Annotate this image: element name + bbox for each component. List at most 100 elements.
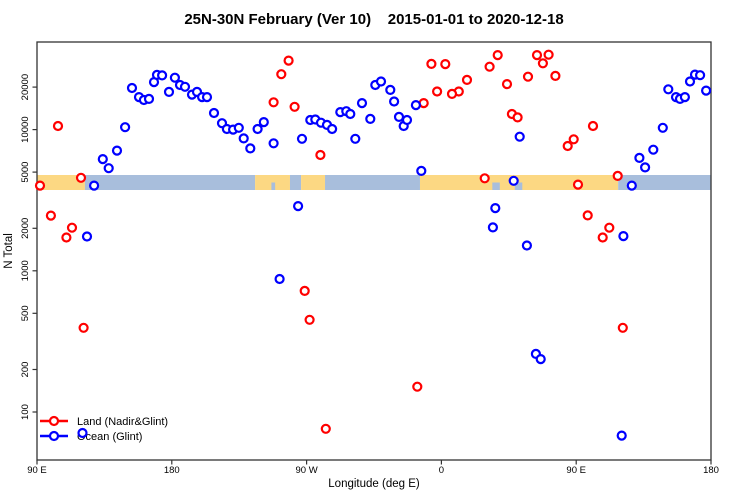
data-point-ocean xyxy=(238,133,249,144)
data-point-ocean xyxy=(618,231,629,242)
map-band-notch xyxy=(271,182,276,190)
data-point-ocean xyxy=(700,85,712,96)
data-point-land xyxy=(537,58,549,69)
y-tick-label: 20000 xyxy=(20,74,31,100)
data-point-land xyxy=(512,112,523,123)
data-point-ocean xyxy=(634,152,645,163)
data-point-ocean xyxy=(487,222,498,233)
map-band-segment-ocean xyxy=(289,175,302,190)
data-point-ocean xyxy=(296,133,308,144)
data-point-ocean xyxy=(350,133,361,144)
data-point-ocean xyxy=(514,131,525,142)
y-tick-label: 2000 xyxy=(20,218,31,239)
data-point-ocean xyxy=(679,91,691,103)
data-point-ocean xyxy=(111,145,123,156)
y-tick-label: 500 xyxy=(20,305,31,321)
data-point-ocean xyxy=(169,72,180,83)
data-point-ocean xyxy=(490,203,501,214)
data-point-ocean xyxy=(179,81,191,92)
plot-border xyxy=(36,41,712,461)
data-point-ocean xyxy=(81,231,93,242)
y-tick-label: 5000 xyxy=(20,162,31,183)
map-band xyxy=(37,175,711,190)
data-point-ocean xyxy=(521,240,533,251)
x-tick-label: 180 xyxy=(164,465,180,476)
chart-title: 25N-30N February (Ver 10) 2015-01-01 to … xyxy=(184,11,564,28)
data-point-land xyxy=(304,314,315,325)
data-point-ocean xyxy=(356,97,368,109)
x-tick-label: 90 E xyxy=(566,465,586,476)
data-point-land xyxy=(612,170,623,181)
data-point-land xyxy=(412,381,423,392)
data-point-ocean xyxy=(103,163,114,174)
data-point-land xyxy=(268,97,279,108)
map-band-segment-land xyxy=(301,175,326,190)
data-point-ocean xyxy=(663,84,674,95)
data-point-land xyxy=(562,140,573,152)
map-band-notch xyxy=(514,182,523,190)
data-point-land xyxy=(484,61,495,72)
data-point-land xyxy=(440,58,451,70)
data-point-ocean xyxy=(401,114,413,126)
data-point-land xyxy=(479,173,490,184)
data-point-ocean xyxy=(208,107,220,119)
data-point-ocean xyxy=(143,93,155,105)
y-tick-label: 200 xyxy=(20,362,31,378)
data-point-ocean xyxy=(508,175,519,186)
data-point-land xyxy=(66,222,78,233)
data-point-land xyxy=(289,101,300,112)
data-point-ocean xyxy=(648,144,659,155)
data-point-land xyxy=(320,423,331,434)
data-point-ocean xyxy=(157,70,168,81)
data-point-ocean xyxy=(126,82,138,94)
y-tick-label: 10000 xyxy=(20,116,31,142)
data-point-ocean xyxy=(345,108,356,120)
data-point-land xyxy=(550,70,561,82)
data-point-land xyxy=(492,49,503,61)
data-point-land xyxy=(446,88,458,100)
data-point-land xyxy=(604,222,615,233)
data-point-land xyxy=(522,71,534,82)
data-point-ocean xyxy=(293,201,304,212)
data-point-land xyxy=(568,134,579,145)
data-point-land xyxy=(75,172,87,183)
data-point-ocean xyxy=(385,84,396,96)
data-point-land xyxy=(45,210,57,221)
data-point-ocean xyxy=(410,99,421,111)
map-band-segment-ocean xyxy=(84,175,256,190)
data-point-land xyxy=(597,232,608,243)
data-point-land xyxy=(617,322,628,333)
data-point-ocean xyxy=(327,123,338,135)
data-point-ocean xyxy=(252,123,263,135)
data-point-land xyxy=(582,210,593,221)
data-point-ocean xyxy=(694,70,706,81)
data-point-ocean xyxy=(657,122,668,133)
data-point-land xyxy=(276,69,287,80)
data-point-land xyxy=(52,120,64,132)
data-point-ocean xyxy=(233,122,244,133)
data-point-ocean xyxy=(163,86,175,98)
data-point-ocean xyxy=(88,180,100,191)
data-point-ocean xyxy=(245,143,256,154)
legend: Land (Nadir&Glint) Ocean (Glint) xyxy=(40,415,168,443)
x-tick-label: 180 xyxy=(703,465,719,476)
data-point-land xyxy=(34,180,46,191)
map-band-segment-ocean xyxy=(618,175,711,190)
x-tick-label: 0 xyxy=(439,465,444,476)
data-point-ocean xyxy=(268,138,279,149)
x-tick-label: 90 W xyxy=(296,465,318,476)
data-point-land xyxy=(61,232,72,243)
data-point-ocean xyxy=(416,165,427,176)
data-point-land xyxy=(587,120,599,132)
data-point-ocean xyxy=(535,354,546,365)
data-point-ocean xyxy=(389,96,400,107)
data-point-land xyxy=(78,322,89,333)
data-point-ocean xyxy=(626,180,637,191)
data-point-ocean xyxy=(375,76,387,87)
y-tick-label: 100 xyxy=(20,404,31,420)
data-point-land xyxy=(543,49,554,60)
data-points xyxy=(34,49,712,441)
data-point-ocean xyxy=(365,113,376,125)
